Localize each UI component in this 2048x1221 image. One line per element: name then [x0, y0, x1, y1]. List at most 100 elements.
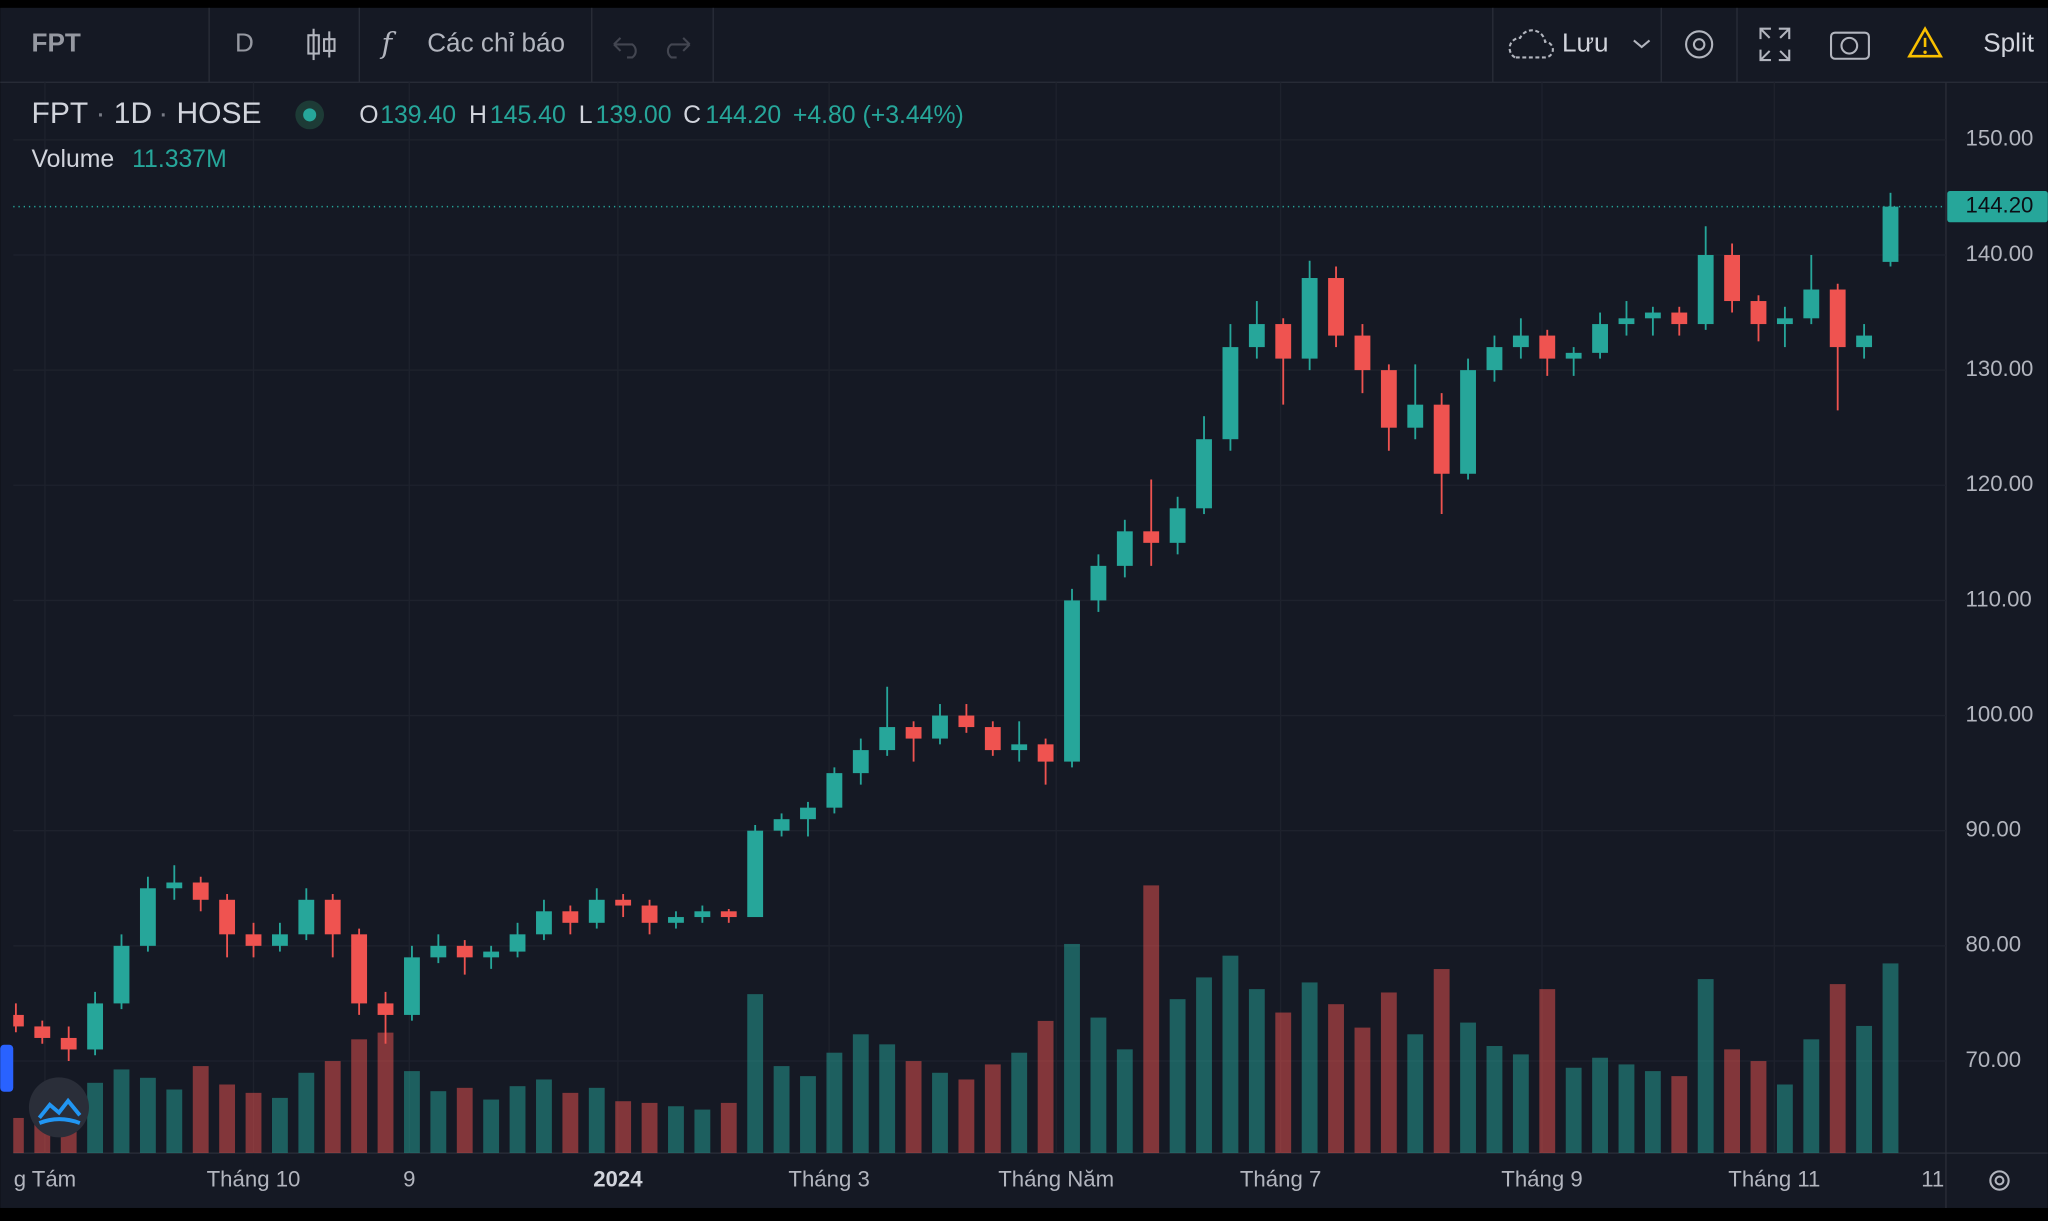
open-value: 139.40	[380, 102, 456, 129]
candle-body	[430, 945, 447, 958]
volume-bar	[1565, 1067, 1582, 1154]
volume-bar	[562, 1092, 579, 1154]
x-tick-label: Tháng 10	[207, 1166, 301, 1191]
y-tick-label: 90.00	[1966, 817, 2022, 842]
volume-bar	[826, 1052, 843, 1154]
save-menu[interactable]	[1633, 39, 1651, 49]
volume-bar	[1644, 1071, 1661, 1154]
candle-body	[1222, 347, 1239, 440]
volume-bar	[1803, 1039, 1820, 1154]
candle-body	[1196, 439, 1212, 509]
candle-body	[1143, 531, 1160, 543]
candle-body	[377, 1003, 394, 1015]
candle-body	[1856, 335, 1873, 348]
undo-button[interactable]	[613, 37, 637, 59]
y-tick-label: 70.00	[1966, 1047, 2022, 1072]
y-tick-label: 120.00	[1966, 471, 2034, 496]
candle-body	[1354, 335, 1371, 371]
close-value: 144.20	[705, 102, 781, 129]
high-label: H	[469, 102, 487, 129]
fullscreen-button[interactable]	[1759, 27, 1791, 62]
volume-bar	[800, 1076, 816, 1154]
volume-bar	[456, 1087, 473, 1154]
settings-button[interactable]	[1685, 30, 1714, 59]
axis-settings[interactable]	[1989, 1170, 2010, 1191]
split-button[interactable]: Split	[1983, 27, 2035, 57]
legend-separator: ·	[158, 97, 168, 130]
volume-bar	[1856, 1025, 1873, 1154]
volume-bar	[694, 1109, 711, 1154]
symbol-search[interactable]: FPT	[32, 27, 81, 57]
volume-bar	[404, 1071, 420, 1154]
candle-body	[1380, 370, 1397, 428]
volume-bar	[932, 1072, 948, 1154]
save-button[interactable]: Lưu	[1562, 27, 1609, 57]
cloud-icon[interactable]	[1508, 29, 1554, 59]
candle-body	[668, 917, 684, 923]
x-tick-label: 9	[403, 1166, 415, 1191]
candle-body	[1829, 289, 1846, 348]
legend: FPT · 1D · HOSE	[32, 97, 325, 130]
candle-body	[1169, 508, 1186, 543]
window	[0, 7, 2048, 1208]
candle-body	[694, 911, 711, 918]
legend-separator: ·	[96, 97, 106, 130]
candle-body	[351, 934, 368, 1004]
candle-body	[192, 882, 209, 900]
volume-bar	[1328, 1004, 1344, 1154]
volume-bar	[1064, 943, 1080, 1154]
volume-bar	[1354, 1027, 1371, 1154]
snapshot-button[interactable]	[1829, 31, 1870, 60]
candle-body	[1011, 744, 1028, 751]
logo[interactable]	[28, 1077, 89, 1138]
legend-symbol: FPT	[32, 97, 89, 130]
candle-body	[852, 750, 869, 774]
candle-body	[1512, 335, 1529, 348]
volume-bar	[1248, 989, 1265, 1154]
volume-bar	[1380, 992, 1397, 1154]
last-price-label: 144.20	[1966, 192, 2034, 217]
candle-body	[826, 773, 843, 808]
volume-bar	[139, 1077, 156, 1154]
candle-body	[34, 1026, 51, 1038]
volume-bar	[1882, 963, 1899, 1154]
volume-pane	[13, 885, 1899, 1154]
candle-body	[456, 945, 473, 958]
legend-interval: 1D	[114, 97, 152, 130]
volume-bar	[536, 1079, 552, 1154]
candle-body	[1037, 744, 1054, 762]
volume-bar	[720, 1102, 737, 1154]
y-tick-label: 130.00	[1966, 356, 2034, 381]
x-tick-label: 2024	[593, 1166, 643, 1191]
high-value: 145.40	[490, 102, 566, 129]
candle-body	[324, 899, 341, 935]
candle-body	[1697, 254, 1714, 325]
candle-body	[1776, 318, 1793, 325]
volume-bar	[1671, 1076, 1688, 1154]
candle-body	[113, 945, 130, 1004]
candle-body	[1486, 347, 1503, 371]
indicators-button[interactable]: Các chỉ báo	[427, 27, 565, 57]
legend-exchange: HOSE	[176, 97, 261, 130]
redo-button[interactable]	[666, 37, 691, 59]
volume-bar	[1512, 1054, 1529, 1154]
price-pane	[13, 192, 1899, 1061]
ohlc-legend: O 139.40 H 145.40 L 139.00 C 144.20 +4.8…	[32, 102, 964, 173]
volume-bar	[113, 1069, 130, 1154]
volume-bar	[1724, 1049, 1741, 1154]
volume-bar	[1301, 982, 1318, 1154]
candle-body	[1433, 404, 1450, 474]
volume-bar	[1222, 955, 1239, 1154]
candle-body	[562, 911, 579, 923]
warning-icon[interactable]	[1907, 26, 1943, 58]
chart-type-button[interactable]	[307, 28, 336, 61]
volume-bar	[1750, 1061, 1767, 1154]
candle-body	[1116, 531, 1133, 566]
volume-bar	[509, 1086, 526, 1154]
volume-bar	[219, 1084, 236, 1154]
grid	[13, 82, 1946, 1154]
volume-bar	[1407, 1034, 1424, 1154]
sidebar-toggle[interactable]	[0, 1044, 14, 1092]
interval-button[interactable]: D	[235, 27, 254, 57]
